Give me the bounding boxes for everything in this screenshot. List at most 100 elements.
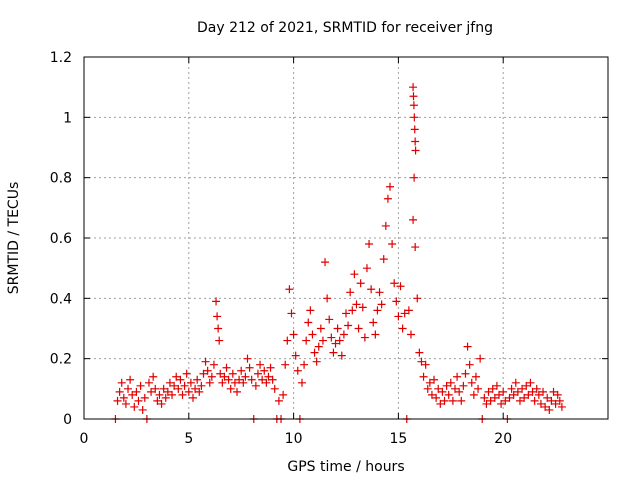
data-point: [419, 372, 428, 381]
data-point: [497, 399, 506, 408]
data-point: [268, 375, 277, 384]
data-point: [436, 399, 445, 408]
data-point: [488, 384, 497, 393]
data-point: [551, 399, 560, 408]
data-points: [111, 83, 566, 423]
data-point: [172, 372, 181, 381]
data-point: [482, 399, 491, 408]
data-point: [151, 384, 160, 393]
data-point: [549, 387, 558, 396]
x-axis-title: GPS time / hours: [287, 459, 404, 475]
data-point: [356, 279, 365, 288]
data-point: [149, 372, 158, 381]
data-point: [274, 396, 283, 405]
data-point: [279, 390, 288, 399]
data-point: [266, 363, 275, 372]
data-point: [400, 309, 409, 318]
data-point: [331, 339, 340, 348]
data-point: [469, 390, 478, 399]
data-point: [461, 369, 470, 378]
data-point: [119, 393, 128, 402]
data-point: [220, 372, 229, 381]
data-point: [421, 360, 430, 369]
data-point: [115, 387, 124, 396]
data-point: [409, 92, 418, 101]
data-point: [411, 146, 420, 155]
data-point: [417, 357, 426, 366]
data-point: [302, 336, 311, 345]
data-point: [147, 387, 156, 396]
data-point: [281, 360, 290, 369]
data-point: [434, 384, 443, 393]
data-point: [490, 393, 499, 402]
data-point: [213, 312, 222, 321]
data-point: [557, 402, 566, 411]
data-point: [409, 101, 418, 110]
data-point: [547, 396, 556, 405]
axis-ticks: 0 5 10 15 20 0 0.2 0.4 0.6 0.8 1 1.2: [50, 50, 608, 447]
data-point: [528, 387, 537, 396]
data-point: [444, 390, 453, 399]
data-point: [306, 306, 315, 315]
data-point: [285, 285, 294, 294]
data-point: [216, 369, 225, 378]
data-point: [310, 348, 319, 357]
data-point: [354, 324, 363, 333]
data-point: [532, 384, 541, 393]
x-tick-label: 0: [80, 431, 89, 447]
data-point: [121, 399, 130, 408]
data-point: [484, 387, 493, 396]
data-point: [314, 342, 323, 351]
data-point: [427, 390, 436, 399]
data-point: [178, 390, 187, 399]
data-point: [471, 372, 480, 381]
data-point: [394, 312, 403, 321]
data-point: [157, 399, 166, 408]
data-point: [138, 405, 147, 414]
data-point: [442, 381, 451, 390]
data-point: [423, 384, 432, 393]
data-point: [536, 399, 545, 408]
data-point: [406, 330, 415, 339]
data-point: [304, 318, 313, 327]
data-point: [199, 369, 208, 378]
data-point: [144, 378, 153, 387]
data-point: [383, 194, 392, 203]
data-point: [132, 387, 141, 396]
data-point: [297, 378, 306, 387]
y-tick-label: 0.6: [50, 231, 72, 247]
data-point: [381, 221, 390, 230]
data-point: [165, 378, 174, 387]
data-point: [375, 288, 384, 297]
y-tick-label: 1: [63, 110, 72, 126]
data-point: [379, 255, 388, 264]
data-point: [335, 336, 344, 345]
data-point: [237, 366, 246, 375]
data-point: [337, 351, 346, 360]
data-point: [293, 366, 302, 375]
data-point: [243, 354, 252, 363]
data-point: [264, 372, 273, 381]
data-point: [369, 318, 378, 327]
data-point: [501, 396, 510, 405]
data-point: [396, 282, 405, 291]
data-point: [140, 393, 149, 402]
data-point: [321, 258, 330, 267]
data-point: [507, 384, 516, 393]
chart-title: Day 212 of 2021, SRMTID for receiver jfn…: [197, 20, 493, 36]
data-point: [455, 387, 464, 396]
data-point: [520, 393, 529, 402]
data-point: [553, 390, 562, 399]
data-point: [188, 393, 197, 402]
data-point: [197, 381, 206, 390]
data-point: [113, 396, 122, 405]
x-tick-label: 10: [285, 431, 303, 447]
data-point: [346, 288, 355, 297]
y-tick-label: 0.2: [50, 352, 72, 368]
data-point: [505, 393, 514, 402]
data-point: [555, 396, 564, 405]
data-point: [325, 315, 334, 324]
data-point: [201, 357, 210, 366]
data-point: [327, 333, 336, 342]
